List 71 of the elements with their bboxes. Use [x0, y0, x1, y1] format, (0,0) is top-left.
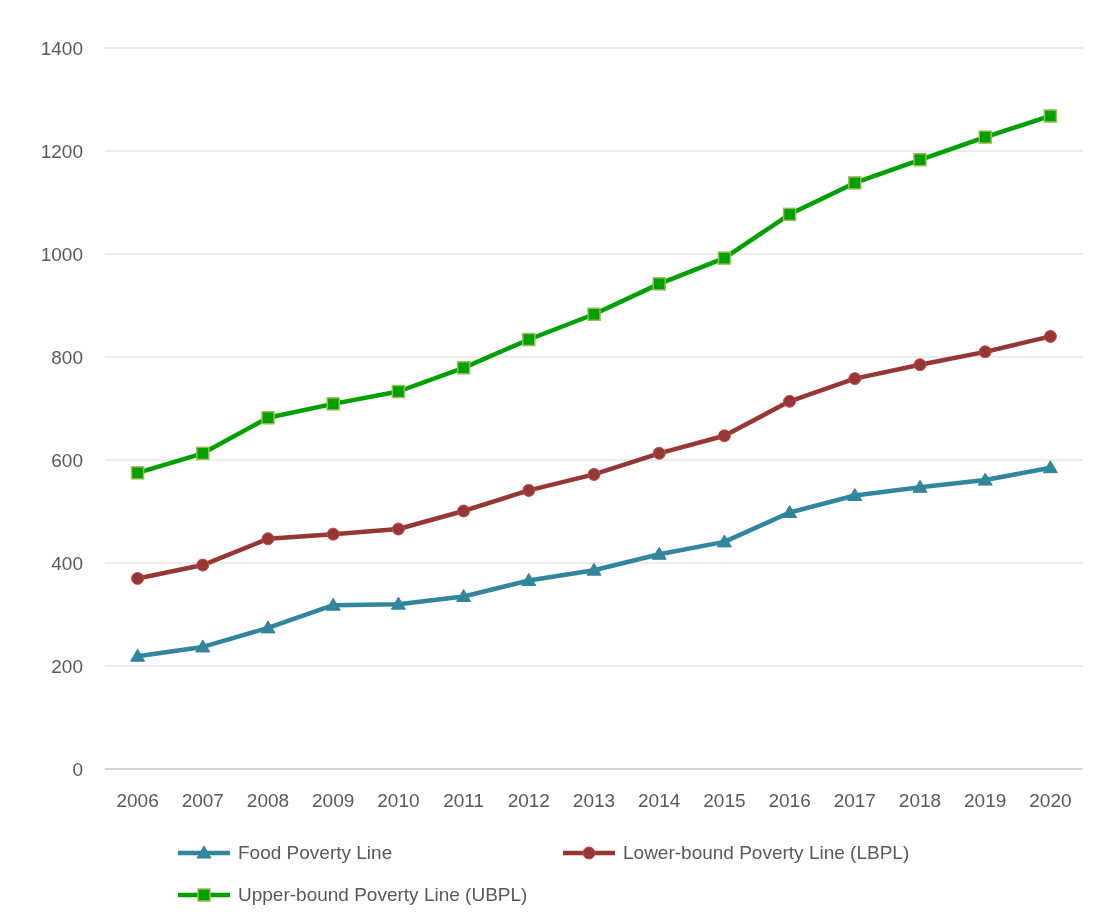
x-tick-label: 2011 — [443, 790, 485, 811]
point — [196, 446, 210, 461]
point — [1042, 460, 1058, 474]
point — [130, 466, 145, 480]
point — [587, 467, 601, 481]
point — [652, 446, 666, 460]
point — [391, 522, 405, 536]
point — [521, 573, 537, 587]
legend-label: Lower-bound Poverty Line (LBPL) — [623, 842, 910, 863]
point — [716, 534, 732, 548]
y-tick-label: 1200 — [40, 141, 83, 162]
point — [522, 483, 536, 497]
point — [261, 411, 275, 425]
point — [326, 527, 340, 541]
legend-label: Food Poverty Line — [238, 842, 393, 863]
point — [456, 361, 471, 375]
x-tick-label: 2012 — [507, 790, 550, 811]
point — [522, 332, 536, 347]
point — [586, 562, 602, 576]
point — [913, 153, 927, 167]
point — [130, 648, 146, 662]
x-tick-label: 2010 — [377, 790, 420, 811]
x-tick-label: 2017 — [833, 790, 876, 811]
x-tick-label: 2019 — [964, 790, 1007, 811]
point — [456, 588, 472, 602]
point — [848, 372, 862, 386]
y-tick-label: 200 — [51, 656, 83, 677]
point — [717, 429, 731, 443]
point — [847, 488, 863, 502]
x-tick-label: 2008 — [246, 790, 290, 811]
point — [260, 620, 276, 634]
point — [195, 639, 211, 653]
point — [325, 597, 341, 611]
point — [783, 394, 797, 408]
point — [326, 397, 340, 411]
point — [978, 345, 992, 359]
y-tick-label: 1000 — [40, 244, 83, 265]
point — [652, 277, 666, 291]
x-tick-label: 2006 — [116, 790, 159, 811]
x-tick-label: 2014 — [638, 790, 681, 811]
x-tick-label: 2015 — [703, 790, 746, 811]
point — [912, 479, 928, 493]
point — [587, 307, 601, 322]
point — [848, 176, 862, 190]
point — [390, 596, 406, 610]
point — [782, 505, 798, 519]
x-tick-label: 2016 — [768, 790, 811, 811]
point — [457, 504, 471, 518]
y-tick-label: 600 — [51, 450, 83, 471]
point — [651, 546, 667, 560]
point — [977, 472, 993, 486]
x-tick-label: 2007 — [181, 790, 224, 811]
point — [978, 130, 992, 144]
y-tick-label: 1400 — [40, 38, 83, 59]
y-tick-label: 400 — [51, 553, 83, 574]
x-tick-label: 2013 — [572, 790, 616, 811]
point — [717, 251, 732, 265]
point — [131, 571, 145, 585]
point — [913, 358, 927, 372]
point — [261, 532, 275, 546]
point — [196, 558, 210, 572]
point — [1043, 329, 1057, 343]
y-tick-label: 0 — [72, 759, 83, 780]
point — [1043, 109, 1058, 123]
point — [782, 207, 797, 222]
x-tick-label: 2018 — [898, 790, 942, 811]
y-tick-label: 800 — [51, 347, 83, 368]
point — [391, 384, 406, 399]
x-tick-label: 2020 — [1029, 790, 1072, 811]
legend-label: Upper-bound Poverty Line (UBPL) — [238, 884, 528, 905]
x-tick-label: 2009 — [312, 790, 355, 811]
